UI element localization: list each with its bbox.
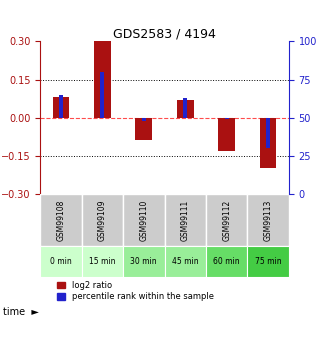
Bar bbox=[53, 97, 69, 118]
Text: GSM99108: GSM99108 bbox=[56, 199, 65, 241]
Bar bbox=[59, 95, 63, 118]
Text: 15 min: 15 min bbox=[89, 257, 116, 266]
FancyBboxPatch shape bbox=[165, 246, 206, 277]
Legend: log2 ratio, percentile rank within the sample: log2 ratio, percentile rank within the s… bbox=[57, 281, 214, 301]
Text: time  ►: time ► bbox=[3, 307, 39, 317]
Text: 0 min: 0 min bbox=[50, 257, 72, 266]
Text: GSM99112: GSM99112 bbox=[222, 199, 231, 240]
FancyBboxPatch shape bbox=[40, 194, 82, 246]
Bar bbox=[177, 100, 194, 118]
Text: GSM99113: GSM99113 bbox=[264, 199, 273, 241]
FancyBboxPatch shape bbox=[40, 246, 82, 277]
Text: 45 min: 45 min bbox=[172, 257, 199, 266]
Bar bbox=[135, 118, 152, 140]
Text: GSM99110: GSM99110 bbox=[139, 199, 148, 241]
Text: GSM99109: GSM99109 bbox=[98, 199, 107, 241]
Text: 60 min: 60 min bbox=[213, 257, 240, 266]
Text: 30 min: 30 min bbox=[130, 257, 157, 266]
FancyBboxPatch shape bbox=[82, 194, 123, 246]
Bar bbox=[260, 118, 276, 168]
FancyBboxPatch shape bbox=[123, 246, 165, 277]
Bar bbox=[100, 72, 104, 118]
Bar bbox=[183, 98, 187, 118]
Bar bbox=[266, 118, 270, 148]
FancyBboxPatch shape bbox=[206, 194, 247, 246]
FancyBboxPatch shape bbox=[247, 246, 289, 277]
Bar bbox=[142, 118, 146, 121]
Bar bbox=[218, 118, 235, 151]
Title: GDS2583 / 4194: GDS2583 / 4194 bbox=[113, 27, 216, 40]
Text: 75 min: 75 min bbox=[255, 257, 282, 266]
FancyBboxPatch shape bbox=[123, 194, 165, 246]
FancyBboxPatch shape bbox=[247, 194, 289, 246]
FancyBboxPatch shape bbox=[165, 194, 206, 246]
Text: GSM99111: GSM99111 bbox=[181, 199, 190, 240]
Bar bbox=[225, 118, 229, 119]
Bar bbox=[94, 41, 111, 118]
FancyBboxPatch shape bbox=[206, 246, 247, 277]
FancyBboxPatch shape bbox=[82, 246, 123, 277]
